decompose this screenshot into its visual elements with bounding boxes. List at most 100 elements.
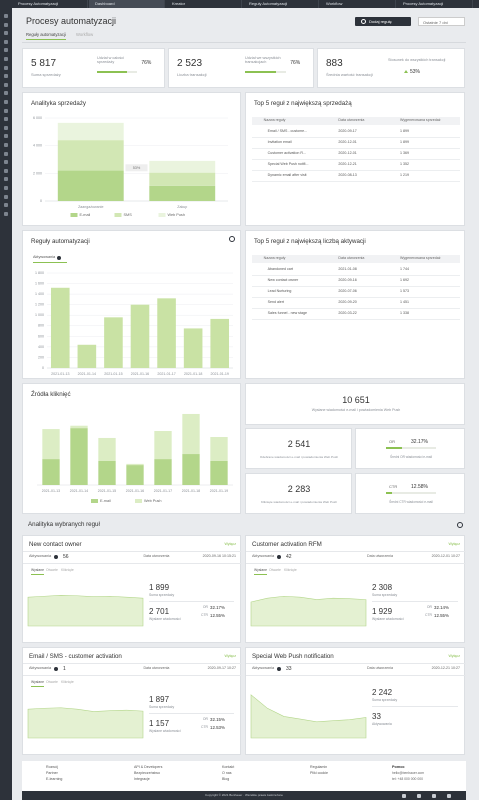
footer-link[interactable]: E-learning [46,777,63,781]
top-tab[interactable]: Procesy Automatyzacji [12,0,88,8]
sub-tab[interactable]: Reguły automatyzacji [26,32,66,41]
table-cell: 2021-01-08 [338,267,357,271]
sidebar-icon[interactable] [4,74,8,79]
social-icon[interactable] [447,793,451,798]
sidebar-icon[interactable] [4,91,8,96]
sidebar-icon[interactable] [4,82,8,87]
sidebar-icon[interactable] [4,65,8,70]
add-rule-label: Dodaj regułę [369,18,392,24]
sidebar-icon[interactable] [4,177,8,182]
legend-label: Web Push [168,213,185,217]
help-email[interactable]: hello@benhauer.com [392,771,425,775]
kpi-card: 2 523 Liczba transakcji Udział we wszystki… [168,48,314,88]
sidebar-icon[interactable] [4,151,8,156]
sidebar-icon[interactable] [4,31,8,36]
top-tab[interactable]: Dashboard [89,0,165,8]
sidebar-icon[interactable] [4,100,8,104]
social-icon[interactable] [402,793,406,798]
top-tab[interactable]: Procesy Automatyzacji [397,0,473,8]
x-tick-label: 2021-01-16 [131,372,149,376]
trend-chart [250,595,367,627]
sent-label: Wysłane wiadomości [372,617,404,621]
sidebar-icon[interactable] [4,14,8,18]
rule-divider [23,663,242,664]
rate-name: OR [389,439,395,444]
footer-link[interactable]: O nas [222,771,232,775]
y-tick-label: 1 200 [35,303,44,307]
sales-label: Suma sprzedaży [372,593,398,597]
footer-link[interactable]: Bezpieczeństwo [134,771,160,775]
rule-divider [246,563,466,564]
trend-area [27,594,144,627]
footer-link[interactable]: Pliki cookie [310,771,328,775]
sidebar-icon[interactable] [4,22,8,27]
sidebar-icon[interactable] [4,186,8,190]
trend-tab[interactable]: Otwarte [46,680,58,684]
top-tab-label: Kreator [172,1,186,6]
rules-chart-card: Reguły automatyzacji Aktywowania 0 200 400 60… [22,230,241,379]
sidebar-icon[interactable] [4,168,8,173]
footer-link[interactable]: Integracje [134,777,150,781]
table-header [252,255,460,263]
top-tab[interactable]: Kreator [166,0,242,8]
top-tab[interactable]: Workflow [320,0,396,8]
rule-link[interactable]: Wyłącz [448,654,460,658]
trend-tab[interactable]: Wysłane [31,568,44,575]
footer-link[interactable]: Regulamin [310,765,328,769]
created-label: Data utworzenia [143,554,170,558]
footer-link[interactable]: Rozwój [46,765,58,769]
rule-link[interactable]: Wyłącz [224,654,236,658]
table-cell: 2020-09-16 [338,278,357,282]
trend-tab[interactable]: Otwarte [269,568,281,572]
created-value: 2020-12-21 10:27 [431,666,460,670]
sidebar-icon[interactable] [4,57,8,61]
sidebar-icon[interactable] [4,160,8,165]
footer-link[interactable]: Partner [46,771,58,775]
rule-link[interactable]: Wyłącz [224,542,236,546]
chart-tab[interactable]: Aktywowania [33,255,68,263]
sidebar-icon[interactable] [4,194,8,199]
sidebar-icon[interactable] [4,39,8,44]
social-icon[interactable] [432,793,436,798]
sidebar-icon[interactable] [4,211,8,216]
section-gear[interactable] [457,522,463,528]
card-title: Reguły automatyzacji [31,238,90,245]
trend-tab[interactable]: Kliknięte [61,680,74,684]
rule-link[interactable]: Wyłącz [448,542,460,546]
stat-label: Kliknięte wiadomości e-mail i powiadomie… [260,500,338,504]
sidebar-icon[interactable] [4,203,8,208]
sent-value: 1 157 [149,719,170,728]
sub-tab[interactable]: Workflow [76,32,94,37]
sidebar-icon[interactable] [4,134,8,139]
top-tab[interactable]: Reguły Automatyzacji [243,0,319,8]
metric-value: 32.15% [210,716,225,722]
trend-tab[interactable]: Wysłane [254,568,267,575]
kpi-value: 5 817 [31,58,57,69]
rule-title: Email / SMS - customer activation [29,653,122,660]
activations-value: 1 [63,665,66,672]
bar-segment [154,459,172,485]
footer-link[interactable]: Kontakt [222,765,235,769]
gear-icon[interactable] [229,236,235,242]
trend-tab[interactable]: Wysłane [31,680,44,687]
trend-tab[interactable]: Kliknięte [61,568,74,572]
created-label: Data utworzenia [367,666,393,670]
sidebar-icon[interactable] [4,117,8,122]
sidebar-icon[interactable] [4,125,8,130]
sidebar-icon[interactable] [4,48,8,53]
table-cell: Sales funnel - new stage [267,311,307,315]
footer-link[interactable]: API & Developers [134,765,163,769]
table-cell: 2020-07-06 [338,289,357,293]
trend-tab[interactable]: Otwarte [46,568,58,572]
trend-tab[interactable]: Kliknięte [284,568,297,572]
footer-link[interactable]: Blog [222,777,230,781]
sidebar-icon[interactable] [4,108,8,113]
add-rule-button[interactable]: Dodaj regułę [355,17,411,26]
period-select[interactable]: Ostatnie 7 dni [418,17,465,26]
social-icon[interactable] [417,793,421,798]
sales-chart-card: Analityka sprzedaży 0 2 000 4 000 6 000 Zaang… [22,92,241,226]
sidebar-icon[interactable] [4,143,8,147]
rate-value: 32.17% [411,439,428,445]
card-title: Źródła kliknięć [31,391,71,398]
metric-divider [149,601,234,602]
